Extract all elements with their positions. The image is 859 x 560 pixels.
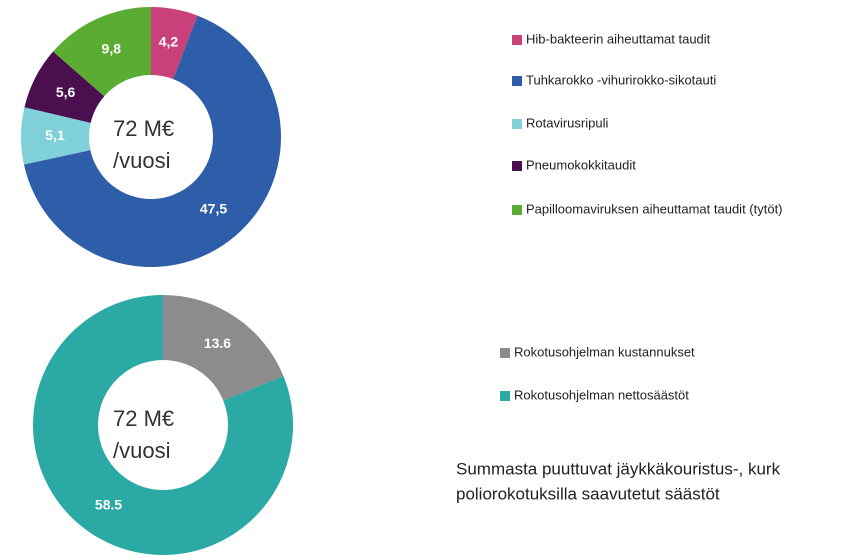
center-label: /vuosi xyxy=(113,148,170,173)
legend-label: Hib-bakteerin aiheuttamat taudit xyxy=(526,31,711,46)
center-label: /vuosi xyxy=(113,438,170,463)
value-label: 9,8 xyxy=(102,40,122,56)
legend-label: Tuhkarokko -vihurirokko-sikotauti xyxy=(526,72,716,87)
footnote: Summasta puuttuvat jäykkäkouristus-, kur… xyxy=(456,459,781,478)
legend-label: Papilloomaviruksen aiheuttamat taudit (t… xyxy=(526,201,783,216)
value-label: 13.6 xyxy=(204,335,231,351)
legend-label: Pneumokokkitaudit xyxy=(526,157,636,172)
center-label: 72 M€ xyxy=(113,406,174,431)
legend-swatch xyxy=(512,205,522,215)
legend-swatch xyxy=(500,391,510,401)
donut-segment xyxy=(24,51,105,123)
value-label: 5,1 xyxy=(45,127,65,143)
value-label: 5,6 xyxy=(56,84,76,100)
footnote: poliorokotuksilla saavutetut säästöt xyxy=(456,484,720,503)
donut-segment xyxy=(151,7,198,80)
center-label: 72 M€ xyxy=(113,116,174,141)
legend-swatch xyxy=(500,348,510,358)
donut-segment xyxy=(163,295,284,401)
legend-swatch xyxy=(512,76,522,86)
legend-swatch xyxy=(512,161,522,171)
value-label: 4,2 xyxy=(159,33,179,49)
donut-segment xyxy=(53,6,152,97)
legend-label: Rotavirusripuli xyxy=(526,115,608,130)
legend-label: Rokotusohjelman kustannukset xyxy=(514,344,695,359)
donut-segment xyxy=(20,107,91,165)
legend-swatch xyxy=(512,119,522,129)
value-label: 58.5 xyxy=(95,497,122,513)
donut-segment xyxy=(33,295,294,555)
donut-segment xyxy=(23,15,281,268)
value-label: 47,5 xyxy=(200,201,227,217)
legend-label: Rokotusohjelman nettosäästöt xyxy=(514,387,689,402)
legend-swatch xyxy=(512,35,522,45)
